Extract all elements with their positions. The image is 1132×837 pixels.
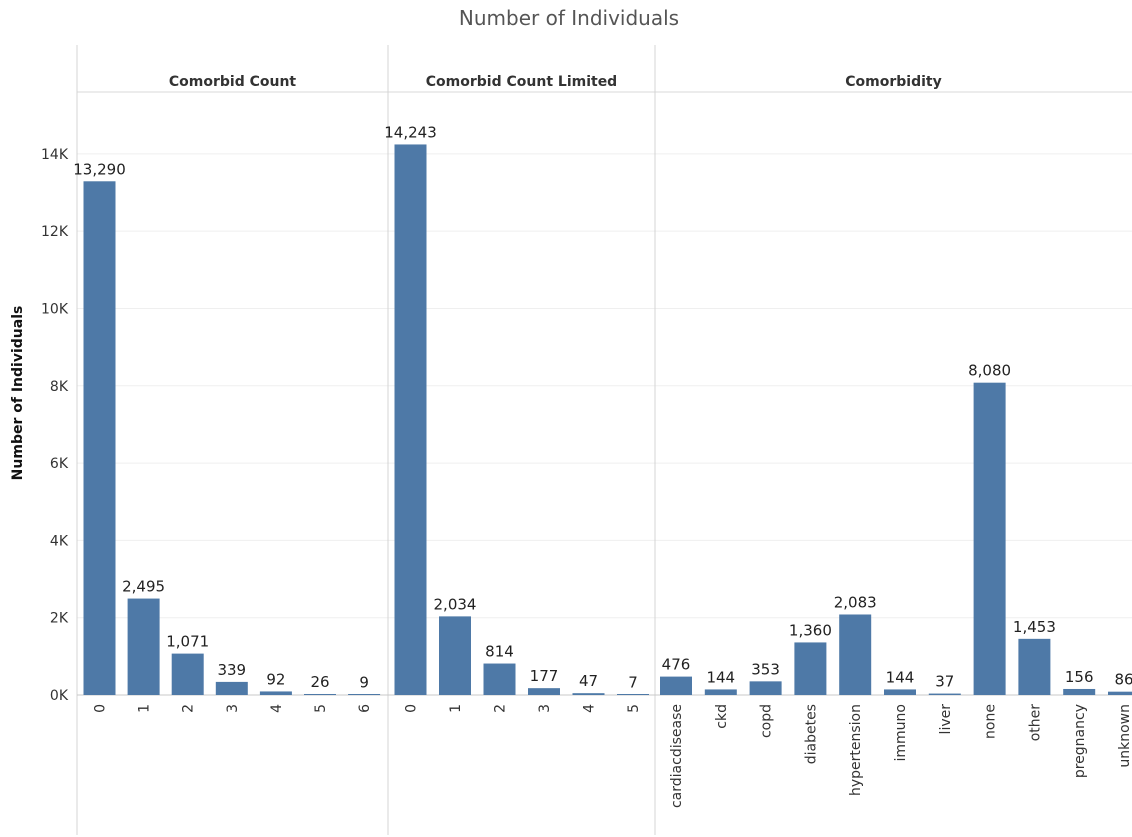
- y-tick-label: 8K: [50, 379, 69, 395]
- data-label: 7: [628, 674, 638, 692]
- data-label: 13,290: [73, 160, 126, 178]
- data-label: 37: [935, 673, 954, 691]
- data-label: 14,243: [384, 123, 437, 141]
- data-label: 339: [217, 661, 246, 679]
- x-tick-label: 0: [93, 704, 109, 713]
- bar: [928, 693, 961, 695]
- panel-header: Comorbid Count: [169, 74, 297, 90]
- x-tick-label: 2: [493, 704, 509, 713]
- bar: [973, 382, 1006, 695]
- x-tick-label: cardiacdisease: [669, 704, 685, 808]
- x-tick-label: 4: [582, 704, 598, 713]
- data-label: 1,360: [789, 621, 832, 639]
- y-axis-label: Number of Individuals: [10, 306, 26, 481]
- bar: [1063, 688, 1096, 695]
- y-tick-label: 10K: [41, 301, 69, 317]
- data-label: 156: [1065, 668, 1094, 686]
- data-label: 476: [662, 656, 691, 674]
- bar: [127, 598, 160, 695]
- data-label: 92: [266, 670, 285, 688]
- data-label: 26: [310, 673, 329, 691]
- data-label: 2,495: [122, 578, 165, 596]
- x-tick-label: 3: [537, 704, 553, 713]
- data-label: 86: [1114, 671, 1132, 689]
- data-label: 144: [886, 668, 915, 686]
- bar: [884, 689, 916, 695]
- x-tick-label: hypertension: [848, 704, 864, 796]
- y-tick-label: 2K: [50, 611, 69, 627]
- x-tick-label: other: [1027, 704, 1043, 742]
- bar: [348, 694, 381, 695]
- x-tick-label: 3: [225, 704, 241, 713]
- data-label: 2,034: [434, 595, 477, 613]
- bar: [660, 676, 692, 695]
- bar: [439, 616, 471, 695]
- data-label: 47: [579, 672, 598, 690]
- bar: [1108, 691, 1132, 695]
- bar: [215, 681, 248, 695]
- bar: [1018, 638, 1051, 695]
- y-tick-label: 14K: [41, 147, 69, 163]
- bar: [704, 689, 737, 695]
- x-tick-label: liver: [938, 704, 954, 735]
- bar: [304, 693, 336, 695]
- bar: [483, 663, 516, 695]
- x-tick-label: 1: [137, 704, 153, 713]
- bar: [83, 181, 116, 695]
- bar: [839, 614, 872, 695]
- panel-header: Comorbid Count Limited: [426, 74, 617, 90]
- y-tick-label: 12K: [41, 224, 69, 240]
- data-label: 814: [485, 643, 514, 661]
- data-label: 9: [359, 674, 369, 692]
- bar: [794, 642, 827, 695]
- bar: [528, 688, 560, 695]
- data-label: 2,083: [834, 593, 877, 611]
- data-label: 8,080: [968, 362, 1011, 380]
- bar: [617, 694, 649, 695]
- x-tick-label: diabetes: [803, 704, 819, 764]
- x-tick-label: 5: [313, 704, 329, 713]
- bar: [749, 681, 782, 695]
- data-label: 144: [706, 668, 735, 686]
- bar: [572, 693, 605, 695]
- x-tick-label: pregnancy: [1072, 704, 1088, 778]
- x-tick-label: copd: [759, 704, 775, 738]
- x-tick-label: 4: [269, 704, 285, 713]
- x-tick-label: 2: [181, 704, 197, 713]
- x-tick-label: 0: [404, 704, 420, 713]
- y-tick-label: 6K: [50, 456, 69, 472]
- bar: [171, 653, 204, 695]
- x-tick-label: unknown: [1117, 704, 1132, 768]
- y-tick-label: 4K: [50, 533, 69, 549]
- x-tick-label: none: [983, 704, 999, 739]
- panel-header: Comorbidity: [845, 74, 941, 90]
- chart-title: Number of Individuals: [458, 6, 680, 30]
- data-label: 177: [530, 667, 559, 685]
- x-tick-label: ckd: [714, 704, 730, 729]
- x-tick-label: 1: [448, 704, 464, 713]
- data-label: 1,453: [1013, 618, 1056, 636]
- data-label: 1,071: [166, 633, 209, 651]
- x-tick-label: 5: [626, 704, 642, 713]
- bar: [394, 144, 427, 696]
- y-tick-label: 0K: [50, 688, 69, 704]
- x-tick-label: immuno: [893, 704, 909, 761]
- data-label: 353: [751, 660, 780, 678]
- bar: [259, 691, 292, 695]
- x-tick-label: 6: [357, 704, 373, 713]
